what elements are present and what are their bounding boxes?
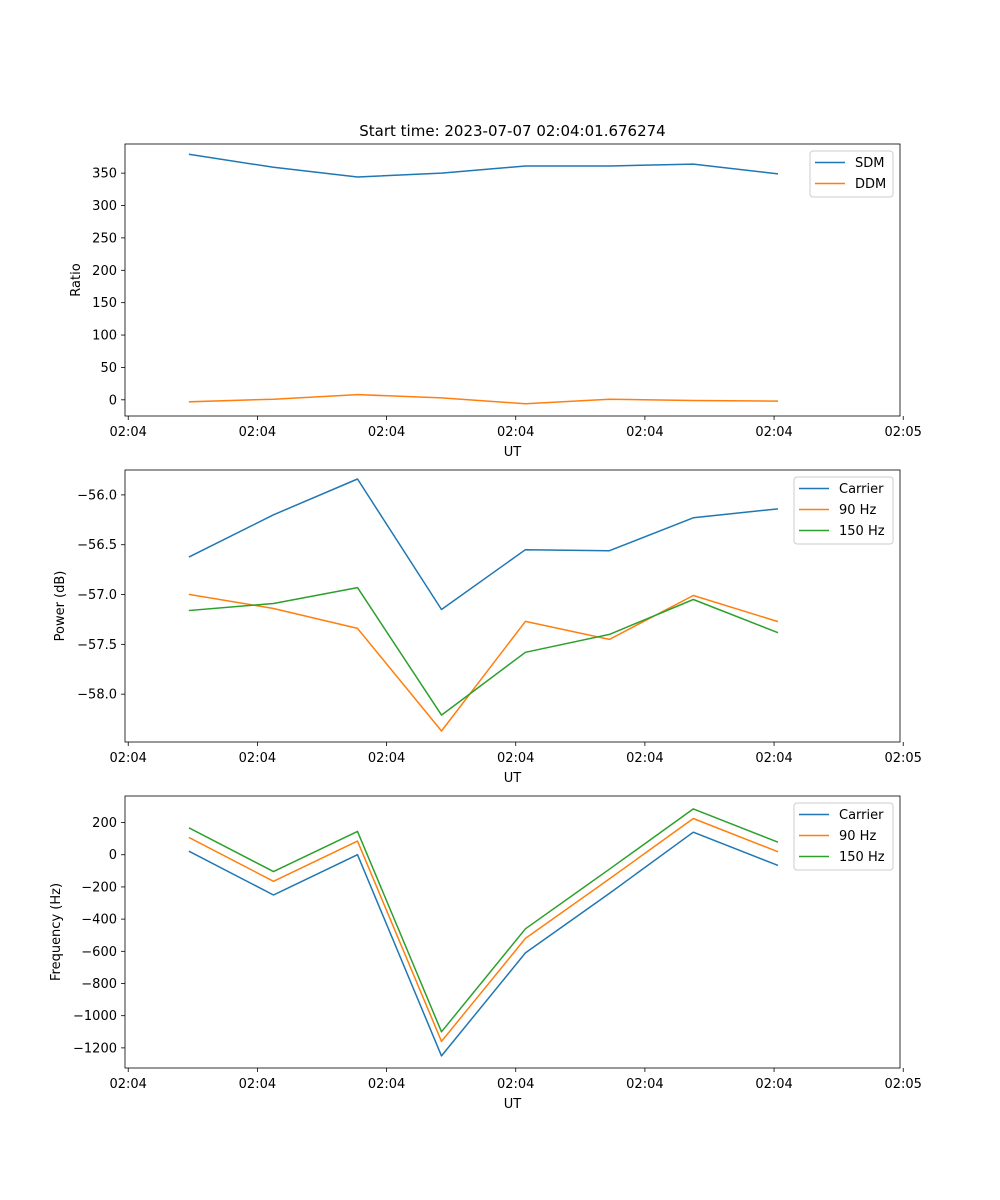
y-axis-label: Power (dB) [53, 571, 68, 642]
panel-power: 02:04 02:04 02:04 02:04 02:04 02:04 02:05 −58.0… [53, 469, 922, 786]
series-line-90hz [188, 593, 779, 732]
legend-label-90hz: 90 Hz [839, 829, 876, 844]
x-tick-label: 02:04 [368, 1077, 405, 1092]
x-tick-label: 02:04 [497, 425, 534, 440]
y-tick-label: −56.5 [77, 538, 117, 553]
y-tick-label: 100 [92, 329, 117, 344]
series-line-150hz [188, 808, 779, 1033]
y-tick-label: −1000 [73, 1009, 117, 1024]
y-tick-label: 50 [100, 361, 117, 376]
x-tick-label: 02:04 [109, 425, 146, 440]
y-tick-label: 350 [92, 167, 117, 182]
y-tick-label: −57.0 [77, 588, 117, 603]
panel-power-frame [124, 469, 901, 743]
x-tick-label: 02:04 [368, 751, 405, 766]
series-line-90hz [188, 817, 779, 1043]
x-tick-label: 02:04 [755, 1077, 792, 1092]
x-tick-label: 02:04 [626, 425, 663, 440]
x-tick-label: 02:05 [884, 751, 921, 766]
x-axis-label: UT [504, 445, 522, 460]
y-tick-label: −58.0 [77, 688, 117, 703]
panel-frequency-ticks: 02:04 02:04 02:04 02:04 02:04 02:04 02:05 −1200… [73, 816, 922, 1092]
x-tick-label: 02:05 [884, 425, 921, 440]
x-tick-label: 02:04 [626, 751, 663, 766]
y-tick-label: −200 [81, 880, 117, 895]
y-tick-label: 200 [92, 816, 117, 831]
panel-ratio-series [188, 153, 779, 405]
x-axis-label: UT [504, 771, 522, 786]
y-tick-label: 150 [92, 296, 117, 311]
panel-power-series [188, 478, 779, 732]
x-tick-label: 02:04 [497, 1077, 534, 1092]
x-tick-label: 02:04 [368, 425, 405, 440]
y-tick-label: −57.5 [77, 638, 117, 653]
series-line-carrier [188, 478, 779, 611]
series-line-sdm [188, 153, 779, 178]
y-tick-label: −600 [81, 945, 117, 960]
x-tick-label: 02:04 [755, 751, 792, 766]
panel-frequency-series [188, 808, 779, 1057]
x-tick-label: 02:04 [239, 1077, 276, 1092]
legend-label-150hz: 150 Hz [839, 850, 885, 865]
y-tick-label: 200 [92, 264, 117, 279]
y-axis-label: Ratio [69, 263, 84, 296]
x-tick-label: 02:05 [884, 1077, 921, 1092]
panel-frequency: 02:04 02:04 02:04 02:04 02:04 02:04 02:05 −1200… [49, 795, 922, 1112]
x-tick-label: 02:04 [497, 751, 534, 766]
y-tick-label: −800 [81, 977, 117, 992]
series-line-ddm [188, 393, 779, 405]
x-tick-label: 02:04 [109, 751, 146, 766]
legend-label-150hz: 150 Hz [839, 524, 885, 539]
x-tick-label: 02:04 [626, 1077, 663, 1092]
legend-label-90hz: 90 Hz [839, 503, 876, 518]
chart-title: Start time: 2023-07-07 02:04:01.676274 [359, 122, 665, 140]
y-tick-label: 300 [92, 199, 117, 214]
x-axis-label: UT [504, 1097, 522, 1112]
panel-frequency-frame [124, 795, 901, 1069]
legend: SDM DDM [809, 150, 894, 198]
x-tick-label: 02:04 [109, 1077, 146, 1092]
y-tick-label: 250 [92, 231, 117, 246]
x-tick-label: 02:04 [239, 751, 276, 766]
x-tick-label: 02:04 [239, 425, 276, 440]
series-line-150hz [188, 586, 779, 716]
y-tick-label: 0 [109, 393, 117, 408]
legend-box [793, 476, 894, 545]
y-tick-label: −400 [81, 913, 117, 928]
y-tick-label: 0 [109, 848, 117, 863]
y-tick-label: −1200 [73, 1041, 117, 1056]
legend: Carrier 90 Hz 150 Hz [793, 802, 894, 871]
x-tick-label: 02:04 [755, 425, 792, 440]
panel-ratio-ticks: 02:04 02:04 02:04 02:04 02:04 02:04 02:05 0 50 10… [92, 167, 922, 440]
legend-box [793, 802, 894, 871]
legend-label-ddm: DDM [855, 177, 886, 192]
legend-label-carrier: Carrier [839, 808, 884, 823]
panel-ratio: Start time: 2023-07-07 02:04:01.676274 0… [69, 122, 922, 460]
series-line-carrier [188, 831, 779, 1057]
legend: Carrier 90 Hz 150 Hz [793, 476, 894, 545]
legend-label-carrier: Carrier [839, 482, 884, 497]
y-tick-label: −56.0 [77, 488, 117, 503]
panel-ratio-frame [124, 143, 901, 417]
panel-power-ticks: 02:04 02:04 02:04 02:04 02:04 02:04 02:05 −58.0… [77, 488, 922, 766]
legend-label-sdm: SDM [855, 156, 884, 171]
y-axis-label: Frequency (Hz) [49, 883, 64, 981]
